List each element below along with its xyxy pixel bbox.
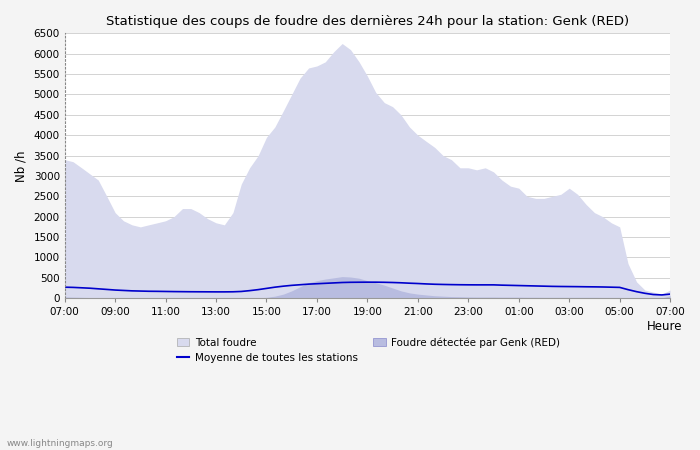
Legend: Total foudre, Moyenne de toutes les stations, Foudre détectée par Genk (RED): Total foudre, Moyenne de toutes les stat… bbox=[173, 333, 564, 367]
Title: Statistique des coups de foudre des dernières 24h pour la station: Genk (RED): Statistique des coups de foudre des dern… bbox=[106, 15, 629, 28]
Y-axis label: Nb /h: Nb /h bbox=[15, 150, 28, 181]
X-axis label: Heure: Heure bbox=[647, 320, 682, 333]
Text: www.lightningmaps.org: www.lightningmaps.org bbox=[7, 439, 113, 448]
